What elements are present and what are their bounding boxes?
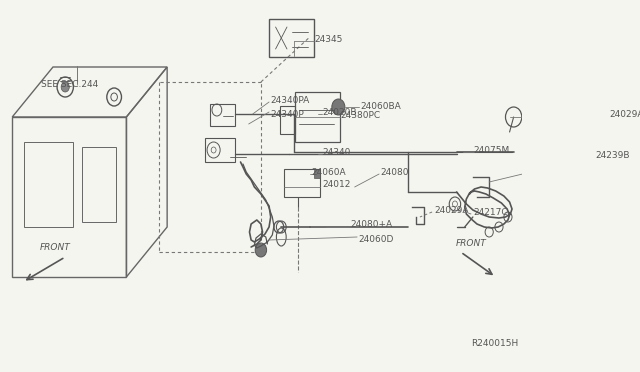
Text: 24080: 24080 xyxy=(381,167,409,176)
Bar xyxy=(314,170,321,178)
Text: 24012: 24012 xyxy=(322,180,351,189)
Text: SEE SEC.244: SEE SEC.244 xyxy=(41,80,98,89)
Text: 24340P: 24340P xyxy=(271,109,305,119)
Circle shape xyxy=(61,82,69,92)
Text: 24060A: 24060A xyxy=(312,167,346,176)
Text: 24080+A: 24080+A xyxy=(351,219,393,228)
Circle shape xyxy=(255,243,267,257)
Text: 24075M: 24075M xyxy=(473,145,509,154)
Text: 24060D: 24060D xyxy=(359,234,394,244)
Text: 24060BA: 24060BA xyxy=(360,102,401,110)
Circle shape xyxy=(332,99,345,115)
Text: 24345: 24345 xyxy=(314,35,342,44)
Text: R240015H: R240015H xyxy=(471,340,518,349)
Text: 24239B: 24239B xyxy=(595,151,630,160)
Text: 24380PC: 24380PC xyxy=(341,110,381,119)
Text: 24020B: 24020B xyxy=(322,108,356,116)
Text: 24340PA: 24340PA xyxy=(271,96,310,105)
Text: FRONT: FRONT xyxy=(456,240,486,248)
Text: 24217C: 24217C xyxy=(473,208,508,217)
Text: 24029A: 24029A xyxy=(610,109,640,119)
Text: FRONT: FRONT xyxy=(40,243,71,251)
Text: 24340: 24340 xyxy=(322,148,351,157)
Text: 24029A: 24029A xyxy=(435,205,469,215)
